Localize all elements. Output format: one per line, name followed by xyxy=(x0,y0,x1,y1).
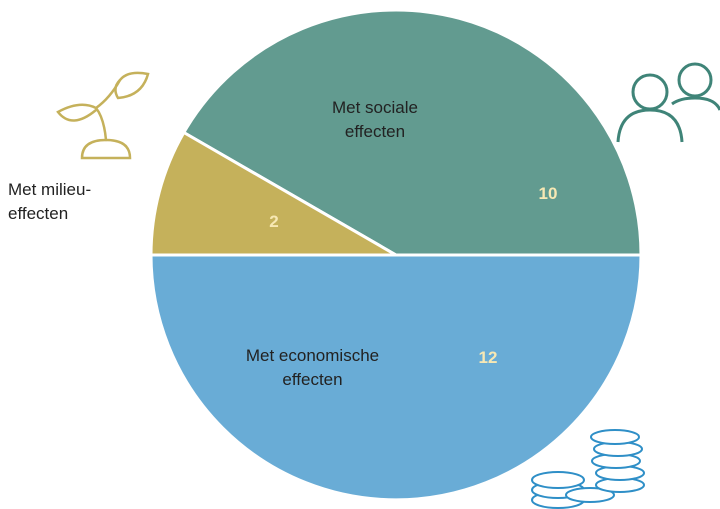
slice-label: Met sociale effecten xyxy=(332,98,418,141)
slice-label: Met economische effecten xyxy=(245,346,380,389)
slices xyxy=(149,8,643,502)
value-label: 2 xyxy=(269,212,279,231)
people-icon xyxy=(616,62,720,143)
slice-label: Met milieu-effecten xyxy=(8,180,92,223)
pie-slice xyxy=(149,130,402,257)
plant-icon xyxy=(56,71,150,160)
coins-icon xyxy=(531,429,645,509)
value-label: 12 xyxy=(478,348,498,367)
pie-slice xyxy=(149,253,643,502)
pie-slice xyxy=(181,8,643,257)
value-label: 10 xyxy=(538,184,558,203)
